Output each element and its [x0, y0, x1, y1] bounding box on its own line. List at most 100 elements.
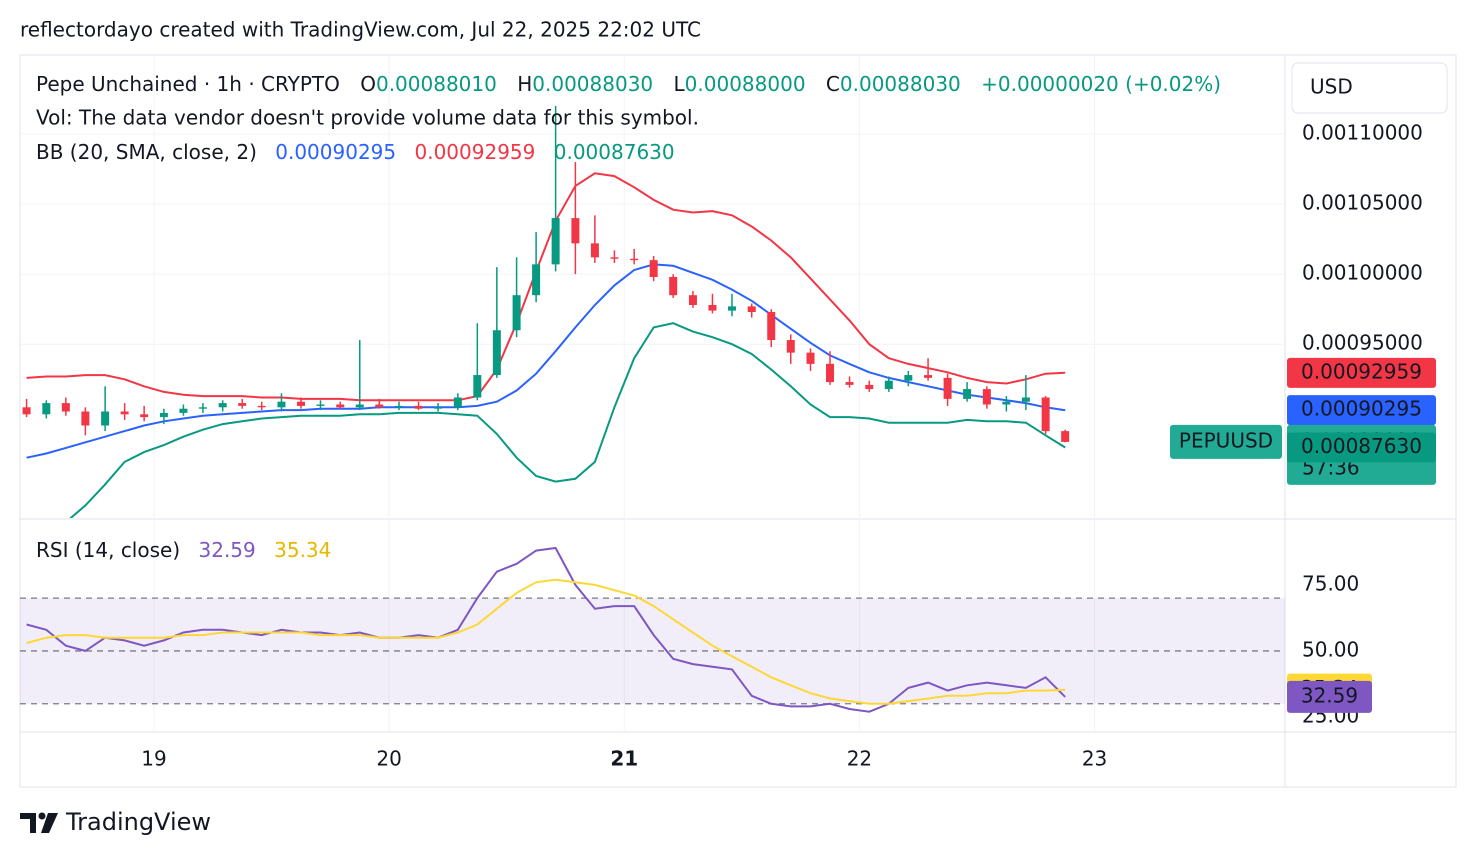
bb-badge: 0.00092959: [1301, 359, 1422, 383]
rsi-badge: 32.59: [1301, 683, 1358, 707]
currency: USD: [1310, 75, 1353, 99]
candle-body: [1041, 397, 1050, 432]
bb-badge: 0.00090295: [1301, 397, 1422, 421]
candle-body: [492, 330, 501, 376]
candle-body: [22, 407, 31, 415]
candle-body: [943, 377, 952, 399]
symbol-tag-bg: [1170, 424, 1282, 459]
x-tick-label: 22: [847, 747, 872, 771]
candle-body: [590, 243, 599, 258]
candle-body: [767, 312, 776, 341]
candle-body: [81, 411, 90, 426]
candle-body: [904, 375, 913, 381]
candle-body: [101, 411, 110, 426]
candle-body: [630, 258, 639, 261]
candle-body: [120, 411, 129, 415]
bb-badge-bg: [1287, 395, 1436, 426]
x-tick-label: 19: [141, 747, 166, 771]
candle-body: [924, 375, 933, 378]
ohlc-value: 0.00088030: [840, 72, 961, 96]
bb-badge-bg: [1287, 432, 1436, 463]
volume-note: Vol: The data vendor doesn't provide vol…: [36, 106, 699, 130]
y-tick-label: 50.00: [1302, 637, 1359, 661]
bb-line: [26, 263, 1066, 459]
candle-body: [551, 218, 560, 265]
rsi-value: 32.59: [199, 538, 256, 562]
bb-badge-bg: [1287, 357, 1436, 388]
bb-legend: BB (20, SMA, close, 2) 0.00090295 0.0009…: [36, 140, 675, 164]
candle-body: [159, 412, 168, 418]
candle-body: [826, 363, 835, 383]
candle-body: [1002, 401, 1011, 405]
candle-body: [610, 257, 619, 259]
logo: [20, 812, 58, 833]
author-line: reflectordayo created with TradingView.c…: [20, 18, 701, 42]
candle-body: [512, 295, 521, 331]
y-tick-label: 0.00100000: [1302, 261, 1423, 285]
candle-body: [218, 403, 227, 408]
candle-body: [61, 403, 70, 412]
frame: [19, 54, 1457, 788]
rsi-title: RSI (14, close): [36, 538, 180, 562]
x-tick-label: 20: [376, 747, 401, 771]
candle-body: [296, 401, 305, 406]
rsi-ma-value: 35.34: [274, 538, 331, 562]
bb-title: BB (20, SMA, close, 2): [36, 140, 257, 164]
candle-body: [786, 340, 795, 353]
candle-body: [884, 380, 893, 390]
candle-body: [198, 407, 207, 409]
bb-badge: 0.00087630: [1301, 434, 1422, 458]
candle-body: [277, 401, 286, 408]
candle-body: [355, 404, 364, 408]
ohlc-letter: H: [517, 72, 532, 96]
candle-body: [688, 295, 697, 305]
candle-body: [179, 408, 188, 413]
legend-line: Pepe Unchained · 1h · CRYPTO O0.00088010…: [36, 72, 1221, 96]
price-plot: [22, 106, 1070, 518]
plot: 19 20 21 22 23 0.00095000 0.00100000 0.00105000…: [20, 55, 1436, 771]
candle-body: [982, 389, 991, 405]
currency-box[interactable]: [1291, 62, 1448, 114]
ohlc-value: 0.00088030: [532, 72, 653, 96]
candle-body: [238, 403, 247, 406]
candle-body: [42, 403, 51, 415]
candle-body: [336, 404, 345, 408]
candle-body: [845, 382, 854, 385]
symbol: Pepe Unchained · 1h · CRYPTO: [36, 72, 340, 96]
y-tick-label: 75.00: [1302, 571, 1359, 595]
ohlc-letter: C: [826, 72, 840, 96]
rsi-legend: RSI (14, close) 32.59 35.34: [36, 538, 331, 562]
candle-body: [571, 218, 580, 244]
candle-body: [865, 384, 874, 390]
bb-value: 0.00092959: [414, 140, 535, 164]
candle-body: [649, 260, 658, 277]
brand: TradingView: [65, 808, 211, 836]
candle-body: [747, 306, 756, 313]
candle-body: [727, 306, 736, 311]
symbol-tag: PEPUUSD: [1179, 428, 1273, 452]
candle-body: [257, 405, 266, 408]
candle-body: [140, 414, 149, 418]
ohlc-value: 0.00088010: [376, 72, 497, 96]
candle-body: [806, 352, 815, 364]
bb-line: [69, 322, 1066, 518]
candle-body: [1021, 397, 1030, 402]
candle-body: [414, 405, 423, 409]
rsi-plot: [26, 546, 1066, 713]
y-tick-label: 0.00105000: [1302, 191, 1423, 215]
rsi-line: [26, 578, 1066, 705]
bb-line: [26, 172, 1066, 402]
candle-body: [963, 389, 972, 399]
bb-value: 0.00090295: [275, 140, 396, 164]
ohlc-value: 0.00088000: [685, 72, 806, 96]
x-tick-label: 21: [610, 747, 638, 771]
candle-body: [434, 407, 443, 409]
ohlc-letter: O: [360, 72, 376, 96]
candle-body: [473, 375, 482, 398]
change: +0.00000020 (+0.02%): [981, 72, 1221, 96]
bb-value: 0.00087630: [554, 140, 675, 164]
candle-body: [375, 404, 384, 408]
candle-body: [708, 304, 717, 311]
